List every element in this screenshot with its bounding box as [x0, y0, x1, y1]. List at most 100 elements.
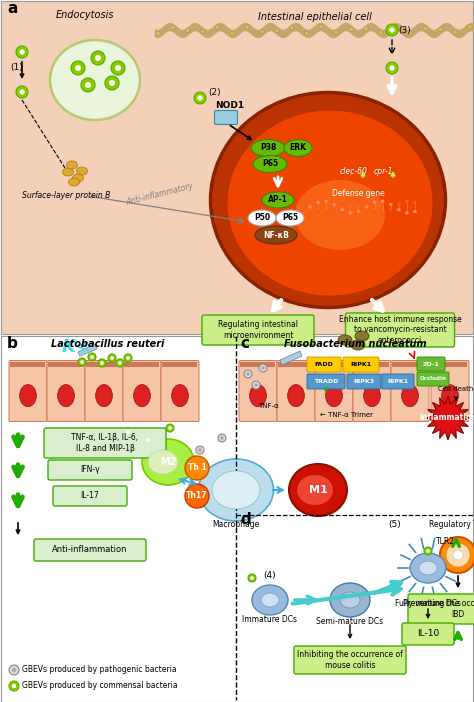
Circle shape	[427, 550, 429, 552]
Ellipse shape	[255, 226, 297, 244]
FancyBboxPatch shape	[294, 646, 406, 674]
Text: NF-κB: NF-κB	[263, 230, 289, 239]
Text: RIPK1: RIPK1	[387, 379, 409, 384]
Text: TNF-α: TNF-α	[258, 403, 279, 409]
Ellipse shape	[326, 385, 342, 406]
Text: NOD1: NOD1	[215, 101, 244, 110]
Text: (4): (4)	[264, 571, 276, 580]
Text: Th 1: Th 1	[188, 463, 206, 472]
Bar	[392, 362, 428, 367]
Circle shape	[218, 434, 226, 442]
Circle shape	[115, 65, 121, 71]
Text: ← TNF-α Trimer: ← TNF-α Trimer	[320, 412, 373, 418]
Text: Fully-mature DCs: Fully-mature DCs	[395, 599, 461, 608]
FancyBboxPatch shape	[417, 372, 449, 386]
Ellipse shape	[330, 583, 370, 617]
Circle shape	[381, 211, 384, 215]
Ellipse shape	[351, 340, 365, 350]
FancyBboxPatch shape	[353, 361, 391, 421]
Circle shape	[409, 31, 413, 35]
Circle shape	[304, 31, 309, 36]
Text: TNF-α, IL-1β, IL-6,
IL-8 and MIP-1β: TNF-α, IL-1β, IL-6, IL-8 and MIP-1β	[72, 433, 138, 453]
Circle shape	[75, 65, 81, 71]
Text: Cell death: Cell death	[438, 386, 474, 392]
Text: cpr-1: cpr-1	[374, 167, 393, 176]
Text: Macrophage: Macrophage	[212, 520, 260, 529]
Ellipse shape	[261, 593, 279, 607]
Circle shape	[349, 27, 353, 32]
Ellipse shape	[251, 140, 285, 157]
Ellipse shape	[250, 385, 266, 406]
Text: a: a	[7, 1, 18, 16]
Circle shape	[9, 665, 19, 675]
Bar	[125, 362, 159, 367]
Ellipse shape	[199, 459, 273, 521]
FancyBboxPatch shape	[343, 357, 379, 372]
Text: IFN-γ: IFN-γ	[80, 465, 100, 475]
Circle shape	[116, 359, 124, 367]
Ellipse shape	[253, 156, 287, 173]
Ellipse shape	[276, 210, 304, 226]
Circle shape	[319, 25, 324, 29]
Circle shape	[356, 201, 360, 204]
Text: (5): (5)	[388, 520, 401, 529]
Circle shape	[373, 201, 376, 204]
Ellipse shape	[442, 385, 458, 406]
Circle shape	[118, 362, 122, 364]
Circle shape	[91, 355, 93, 359]
Ellipse shape	[134, 385, 150, 406]
Circle shape	[244, 370, 252, 378]
Circle shape	[413, 201, 417, 204]
Circle shape	[78, 358, 86, 366]
Text: Surface-layer protein B: Surface-layer protein B	[22, 191, 110, 200]
Circle shape	[405, 199, 409, 203]
Circle shape	[124, 428, 132, 436]
Text: clec-60: clec-60	[340, 167, 368, 176]
Circle shape	[16, 46, 28, 58]
Circle shape	[88, 353, 96, 361]
Circle shape	[332, 208, 336, 211]
Ellipse shape	[76, 167, 88, 175]
Text: Inhibiting the occurrence of
mouse colitis: Inhibiting the occurrence of mouse colit…	[297, 650, 403, 670]
Circle shape	[245, 25, 249, 29]
Circle shape	[468, 25, 472, 29]
Ellipse shape	[19, 385, 36, 406]
FancyBboxPatch shape	[123, 361, 161, 421]
Circle shape	[308, 205, 312, 208]
Text: M1: M1	[309, 485, 328, 495]
Ellipse shape	[148, 450, 178, 474]
FancyBboxPatch shape	[47, 361, 85, 421]
Circle shape	[171, 25, 175, 29]
FancyBboxPatch shape	[44, 428, 166, 458]
Text: M2: M2	[160, 457, 176, 467]
Circle shape	[185, 456, 209, 480]
Circle shape	[389, 208, 392, 211]
Text: IL-17: IL-17	[81, 491, 100, 501]
FancyBboxPatch shape	[9, 361, 47, 421]
Text: Semi-mature DCs: Semi-mature DCs	[317, 617, 383, 626]
Circle shape	[124, 354, 132, 362]
Ellipse shape	[66, 161, 78, 169]
Circle shape	[373, 210, 376, 213]
Circle shape	[261, 366, 264, 369]
Circle shape	[393, 25, 398, 29]
FancyBboxPatch shape	[161, 361, 199, 421]
Text: GBEVs produced by pathogenic bacteria: GBEVs produced by pathogenic bacteria	[22, 665, 177, 675]
Circle shape	[364, 27, 368, 31]
Circle shape	[146, 439, 150, 442]
Text: Occludin: Occludin	[419, 376, 447, 381]
Circle shape	[334, 30, 338, 34]
Circle shape	[199, 449, 201, 451]
Ellipse shape	[63, 168, 73, 176]
Text: Anti-inflammation: Anti-inflammation	[52, 545, 128, 555]
Text: RIPK1: RIPK1	[350, 362, 372, 367]
Circle shape	[108, 354, 116, 362]
Circle shape	[390, 27, 394, 32]
Text: P38: P38	[260, 143, 276, 152]
Circle shape	[424, 547, 432, 555]
Text: Enhance host immune response
to vancomycin-resistant
enterococci: Enhance host immune response to vancomyc…	[338, 315, 461, 345]
Ellipse shape	[172, 385, 188, 406]
Ellipse shape	[228, 110, 432, 296]
Bar	[317, 362, 352, 367]
FancyBboxPatch shape	[417, 357, 445, 371]
